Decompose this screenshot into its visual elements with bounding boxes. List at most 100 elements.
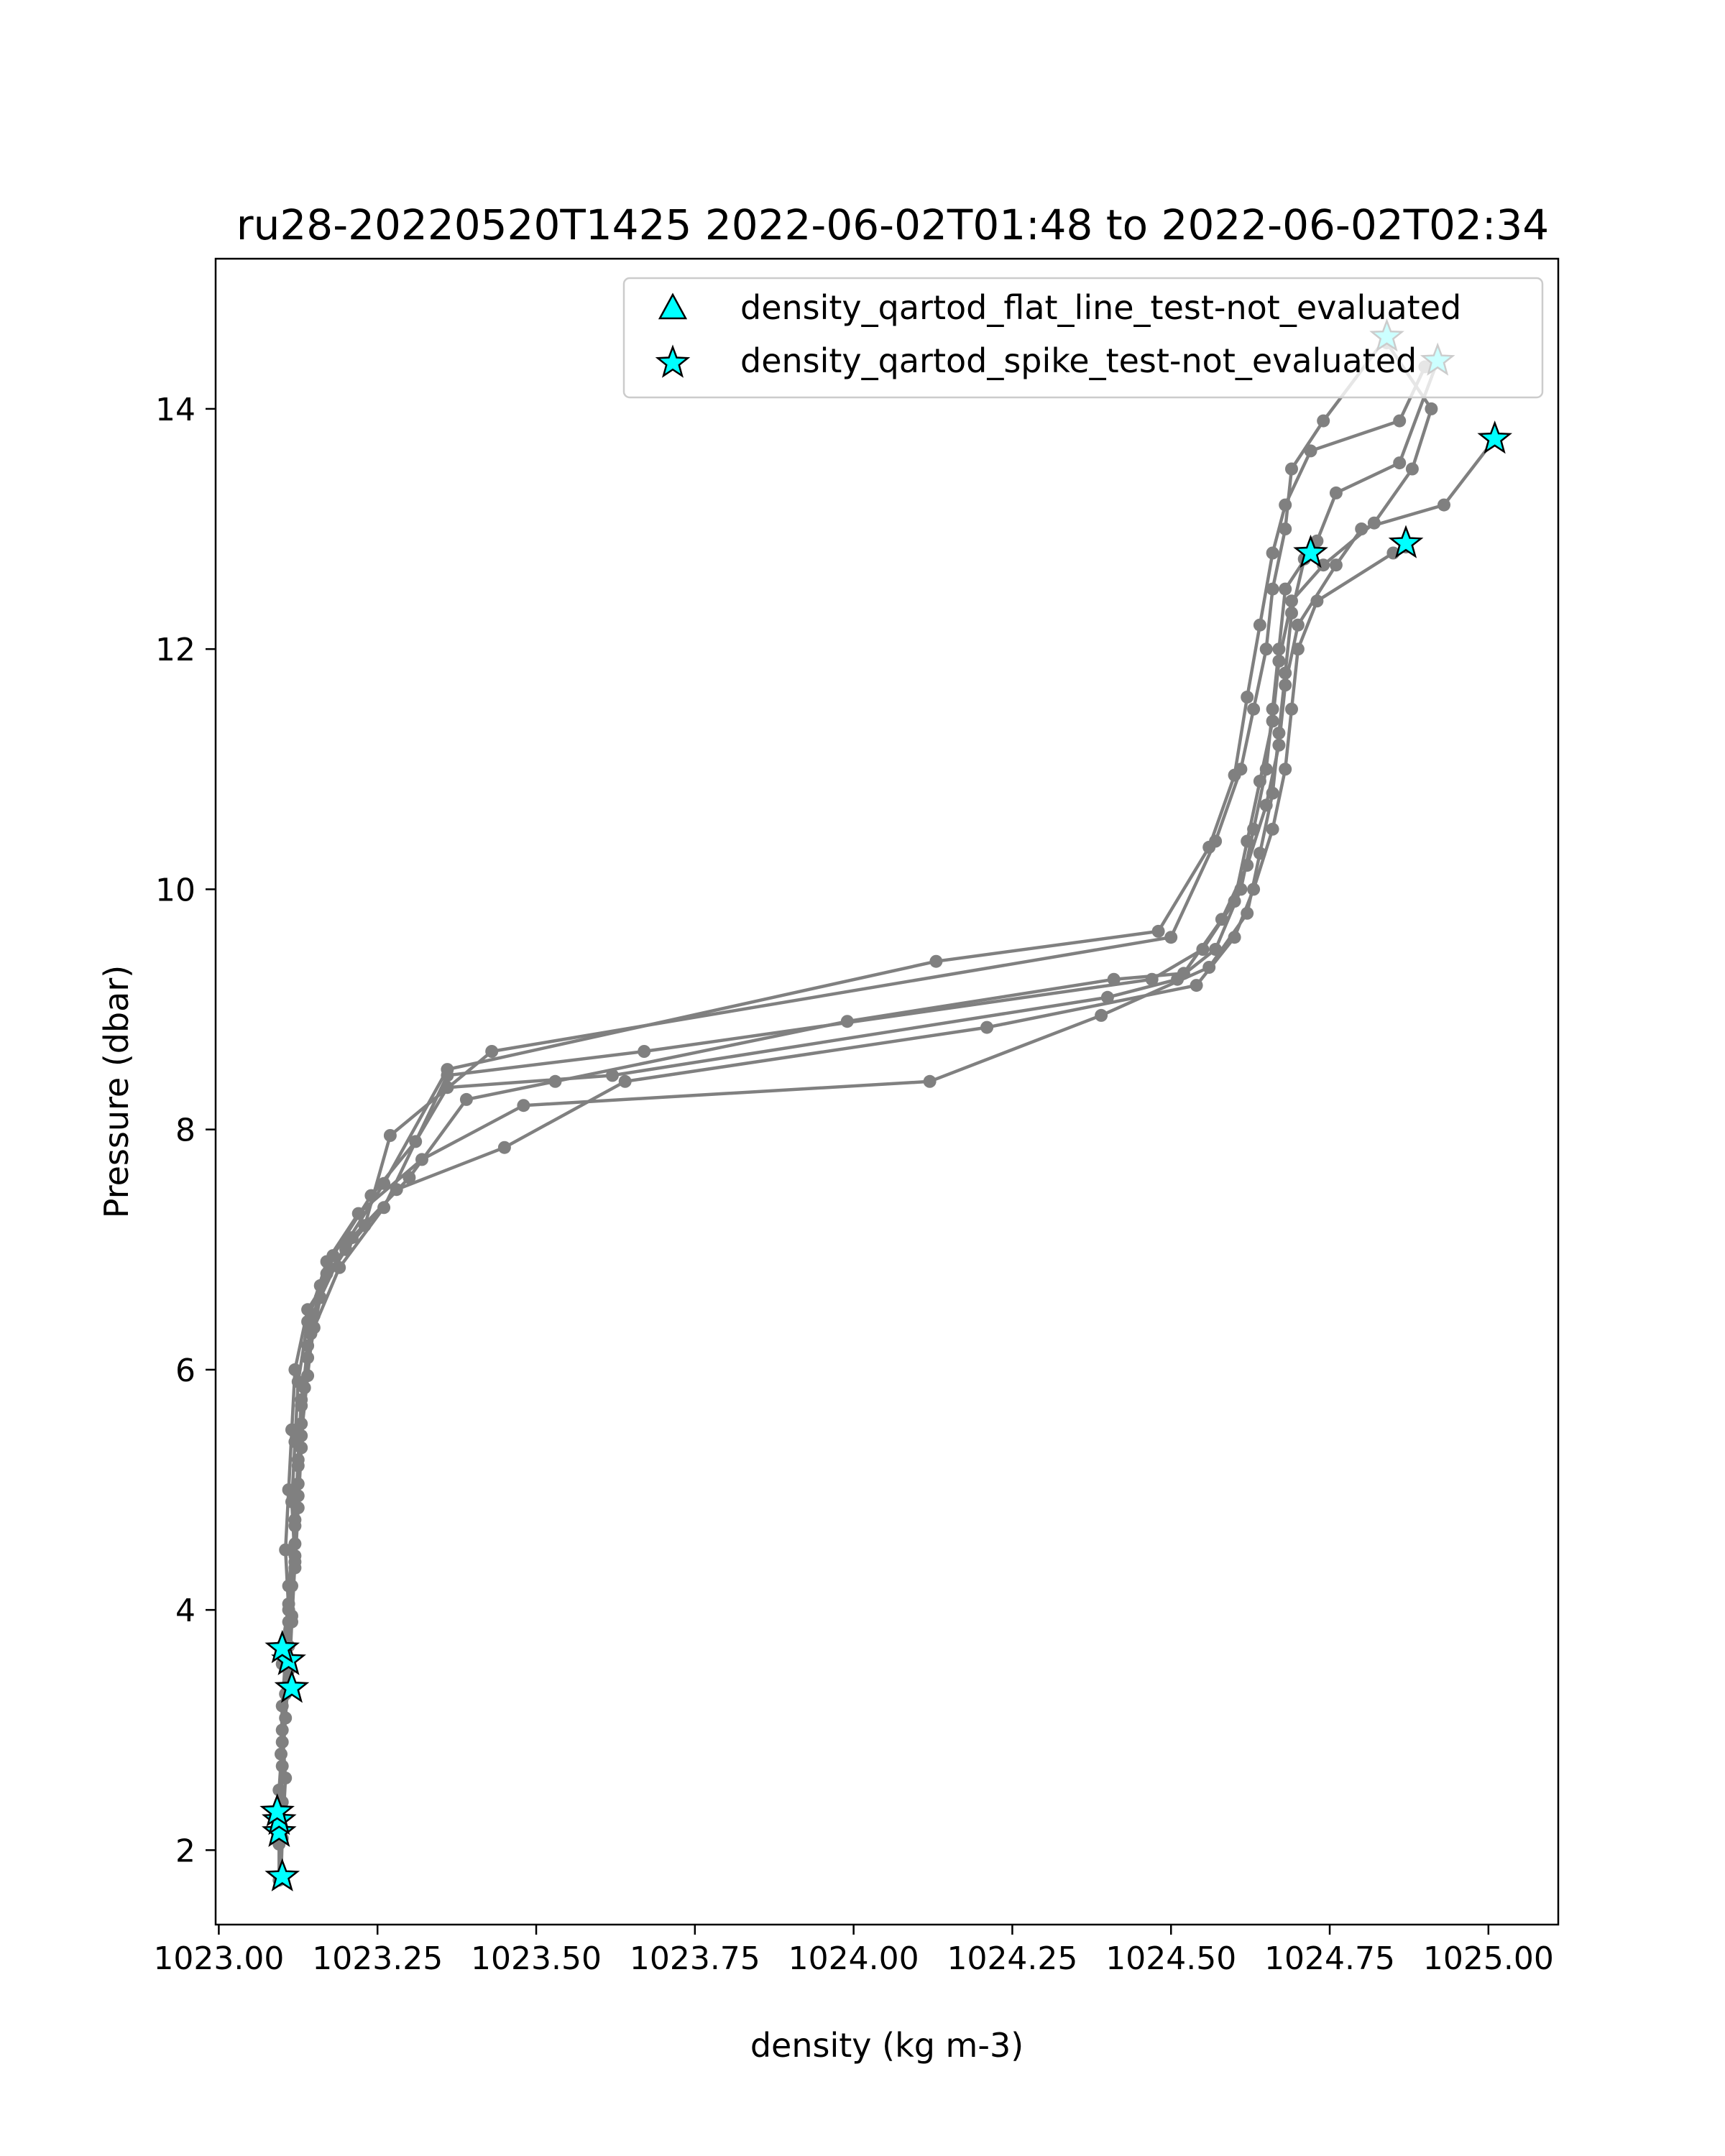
data-point	[497, 1141, 511, 1154]
x-axis-label: density (kg m-3)	[750, 2026, 1024, 2065]
data-point	[485, 1045, 499, 1058]
legend-label-flat-line: density_qartod_flat_line_test-not_evalua…	[740, 288, 1461, 327]
data-point	[307, 1321, 321, 1335]
data-point	[1405, 462, 1419, 476]
data-point	[1329, 486, 1343, 499]
y-axis-ticks: 2 4 6 8 10 12 14	[155, 392, 216, 1869]
data-point	[1196, 943, 1210, 956]
data-point	[1241, 691, 1254, 704]
data-point	[606, 1069, 619, 1082]
legend-box	[622, 277, 1544, 399]
x-tick-label: 1024.25	[947, 1940, 1077, 1977]
data-point	[1259, 642, 1273, 656]
spike-test-marker	[262, 1813, 297, 1847]
legend-triangle-icon	[658, 292, 688, 320]
y-tick-label: 14	[155, 392, 196, 428]
data-point	[1145, 972, 1159, 986]
y-tick-label: 12	[155, 632, 196, 668]
spike-test-marker	[259, 1793, 295, 1827]
data-point	[295, 1393, 308, 1406]
data-point	[1171, 972, 1184, 986]
data-point	[638, 1045, 651, 1058]
y-tick-label: 6	[175, 1353, 196, 1389]
y-tick-label: 4	[175, 1593, 196, 1629]
data-point	[1095, 1008, 1108, 1022]
series-7	[282, 336, 1438, 1628]
x-tick-label: 1024.75	[1264, 1940, 1395, 1977]
x-tick-label: 1023.50	[471, 1940, 602, 1977]
data-point	[1317, 558, 1330, 572]
data-point	[1209, 943, 1223, 956]
data-point	[291, 1453, 305, 1467]
x-axis-ticks: 1023.00 1023.25 1023.50 1023.75 1024.00 1024.…	[153, 1925, 1554, 1977]
data-point	[1100, 990, 1114, 1004]
data-point	[1291, 618, 1305, 632]
data-point	[1241, 906, 1254, 920]
y-tick-label: 8	[175, 1112, 196, 1149]
data-point	[291, 1501, 305, 1515]
data-point	[929, 954, 943, 968]
data-point	[1317, 414, 1330, 428]
data-point	[377, 1176, 391, 1190]
data-point	[1367, 516, 1381, 530]
data-point	[1259, 798, 1273, 812]
x-tick-label: 1023.00	[153, 1940, 284, 1977]
data-point	[1279, 582, 1292, 596]
data-point	[1209, 834, 1223, 848]
data-point	[298, 1381, 311, 1394]
data-point	[1285, 462, 1298, 476]
legend: density_qartod_flat_line_test-not_evalua…	[622, 277, 1544, 399]
spike-test-marker	[274, 1669, 310, 1703]
data-point	[1241, 834, 1254, 848]
data-point	[279, 1711, 293, 1725]
data-point	[1266, 546, 1279, 560]
legend-label-spike: density_qartod_spike_test-not_evaluated	[740, 341, 1417, 380]
plot-area	[216, 259, 1558, 1925]
data-point	[1285, 702, 1298, 716]
x-tick-label: 1024.00	[788, 1940, 919, 1977]
legend-star-icon	[655, 344, 691, 378]
x-tick-label: 1023.25	[312, 1940, 443, 1977]
data-point	[923, 1074, 937, 1088]
spike-test-marker	[1477, 420, 1512, 454]
spike-test-marker	[1293, 534, 1328, 568]
data-point	[1247, 702, 1261, 716]
plot-frame	[214, 257, 1560, 1926]
data-point	[1164, 931, 1178, 944]
data-point	[295, 1441, 308, 1455]
data-point	[1393, 456, 1407, 470]
data-point	[1234, 763, 1248, 776]
spike-test-marker	[1388, 525, 1424, 558]
data-point	[377, 1201, 391, 1215]
data-point	[459, 1092, 473, 1106]
data-point	[333, 1261, 346, 1274]
data-point	[1272, 654, 1286, 668]
data-point	[383, 1129, 397, 1142]
x-tick-label: 1023.75	[630, 1940, 760, 1977]
data-point	[1329, 558, 1343, 572]
y-tick-label: 10	[155, 872, 196, 908]
y-tick-label: 2	[175, 1833, 196, 1869]
data-point	[279, 1543, 293, 1557]
data-point	[1279, 763, 1292, 776]
data-point	[618, 1074, 632, 1088]
data-point	[1285, 594, 1298, 608]
data-point	[282, 1615, 295, 1628]
data-point	[1190, 979, 1203, 992]
data-point	[1253, 775, 1266, 788]
data-point	[1272, 738, 1286, 752]
data-point	[288, 1561, 302, 1575]
data-point	[1279, 522, 1292, 535]
data-point	[441, 1069, 454, 1082]
data-point	[1279, 678, 1292, 692]
data-point	[1393, 414, 1407, 428]
data-point	[1266, 582, 1279, 596]
data-point	[288, 1513, 302, 1526]
data-point	[980, 1021, 994, 1034]
spike-test-marker	[264, 1630, 300, 1664]
data-point	[402, 1171, 416, 1184]
data-point	[1266, 822, 1279, 836]
data-point	[1151, 924, 1165, 938]
data-point	[1228, 895, 1241, 908]
